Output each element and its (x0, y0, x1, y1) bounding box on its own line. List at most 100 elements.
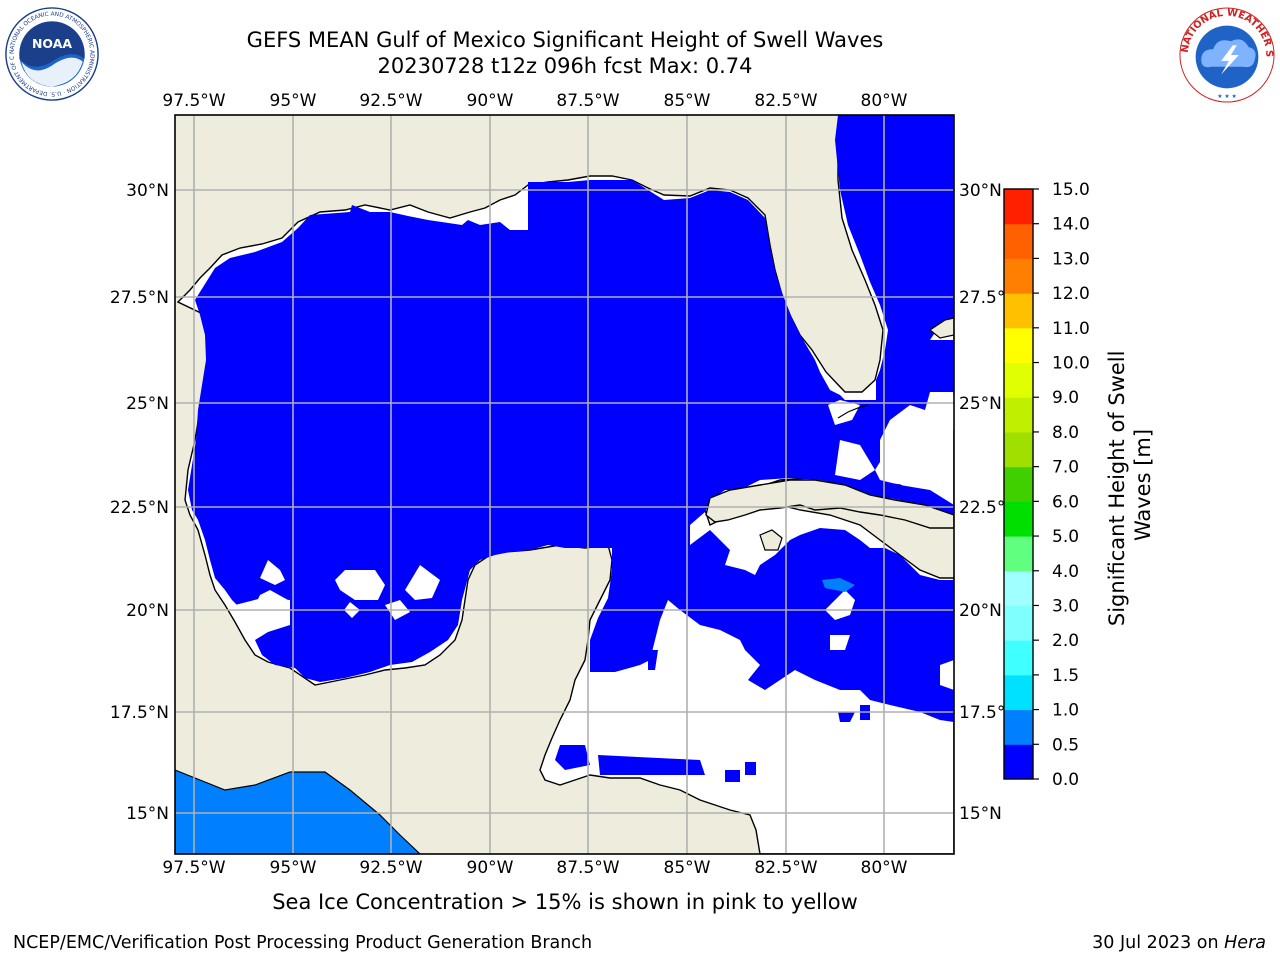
cuba-island (705, 479, 954, 529)
nws-logo-icon: NATIONAL WEATHER SERVICE ★ ★ ★ (1178, 6, 1275, 103)
colorbar-swatch (1004, 189, 1033, 225)
lon-label-bottom: 85°W (664, 858, 711, 878)
colorbar-swatch (1004, 431, 1033, 468)
colorbar-swatch (1004, 640, 1033, 676)
chart-title: GEFS MEAN Gulf of Mexico Significant Hei… (246, 28, 884, 52)
lon-label-bottom: 95°W (270, 858, 317, 878)
nodata-patch (405, 565, 440, 600)
colorbar-swatch (1004, 501, 1033, 537)
swell-patch-low (648, 650, 658, 670)
colorbar-label: Significant Height of Swell Waves [m] (1105, 344, 1155, 626)
colorbar-tick-label: 0.5 (1052, 735, 1079, 755)
swell-patch-low (758, 630, 775, 640)
colorbar-tick-label: 8.0 (1052, 423, 1079, 443)
colorbar-swatch (1004, 293, 1033, 329)
lon-label-top: 92.5°W (359, 91, 422, 111)
lon-label-top: 90°W (467, 91, 514, 111)
swell-patch-low (745, 762, 756, 775)
lat-label-left: 25°N (126, 394, 169, 414)
nodata-patch (825, 590, 855, 620)
colorbar-tick-label: 6.0 (1052, 492, 1079, 512)
lat-label-left: 30°N (126, 181, 169, 201)
colorbar-tick-label: 3.0 (1052, 596, 1079, 616)
lon-label-top: 85°W (664, 91, 711, 111)
swell-patch-low (598, 755, 705, 775)
colorbar-swatch (1004, 327, 1033, 364)
swell-field-low (188, 115, 954, 722)
noaa-logo-text: NOAA (32, 36, 72, 51)
lon-label-bottom: 90°W (467, 858, 514, 878)
lon-label-bottom: 97.5°W (162, 858, 225, 878)
nodata-patch (260, 560, 285, 585)
nodata-patch (830, 635, 850, 650)
colorbar-swatch (1004, 674, 1033, 711)
colorbar-tick-label: 10.0 (1052, 354, 1090, 374)
lon-label-bottom: 82.5°W (754, 858, 817, 878)
footer-date-text: 30 Jul 2023 on (1092, 933, 1225, 953)
swell-patch-low (838, 712, 855, 722)
lon-label-top: 82.5°W (754, 91, 817, 111)
lon-label-top: 80°W (861, 91, 908, 111)
colorbar-tick-label: 0.0 (1052, 770, 1079, 790)
svg-text:★ ★ ★: ★ ★ ★ (1217, 93, 1237, 100)
nodata-patch (335, 570, 385, 600)
footer-date: 30 Jul 2023 on Hera (1092, 933, 1266, 953)
footer-machine: Hera (1224, 933, 1266, 953)
lon-label-bottom: 87.5°W (556, 858, 619, 878)
nodata-patch (940, 660, 954, 690)
colorbar-swatch (1004, 466, 1033, 502)
colorbar-tick-label: 12.0 (1052, 284, 1090, 304)
lon-label-top: 87.5°W (556, 91, 619, 111)
colorbar-swatch (1004, 397, 1033, 433)
colorbar-tick-label: 2.0 (1052, 631, 1079, 651)
graticule (175, 115, 954, 854)
lat-label-left: 20°N (126, 601, 169, 621)
colorbar-tick-label: 11.0 (1052, 319, 1090, 339)
colorbar-swatch (1004, 605, 1033, 641)
footer-credit: NCEP/EMC/Verification Post Processing Pr… (13, 933, 593, 953)
lat-label-right: 25°N (959, 394, 1002, 414)
lat-label-right: 30°N (959, 181, 1002, 201)
colorbar-tick-label: 7.0 (1052, 458, 1079, 478)
colorbar-tick-label: 14.0 (1052, 215, 1090, 235)
swell-patch-mid (822, 578, 855, 592)
lon-label-bottom: 92.5°W (359, 858, 422, 878)
colorbar-label-line1: Significant Height of Swell (1105, 351, 1129, 627)
colorbar-swatch (1004, 258, 1033, 294)
colorbar-swatch (1004, 570, 1033, 606)
lon-label-top: 97.5°W (162, 91, 225, 111)
nodata-patch (828, 400, 860, 425)
sea-ice-caption: Sea Ice Concentration > 15% is shown in … (272, 890, 858, 914)
colorbar-tick-label: 15.0 (1052, 180, 1090, 200)
lat-label-left: 17.5°N (110, 703, 169, 723)
colorbar-swatch (1004, 709, 1033, 745)
lat-label-left: 15°N (126, 804, 169, 824)
isle-of-youth (759, 529, 783, 551)
bahamas (928, 317, 954, 339)
lat-label-right: 15°N (959, 804, 1002, 824)
colorbar-tick-label: 13.0 (1052, 249, 1090, 269)
colorbar-swatch (1004, 223, 1033, 259)
lat-label-left: 22.5°N (110, 498, 169, 518)
lon-label-bottom: 80°W (861, 858, 908, 878)
florida-keys (837, 404, 869, 419)
noaa-logo-icon: NOAA NATIONAL OCEANIC AND ATMOSPHERIC AD… (4, 6, 99, 101)
lat-label-right: 20°N (959, 601, 1002, 621)
colorbar-swatch (1004, 362, 1033, 398)
colorbar-tick-label: 9.0 (1052, 388, 1079, 408)
colorbar-tick-label: 4.0 (1052, 562, 1079, 582)
chart-subtitle: 20230728 t12z 096h fcst Max: 0.74 (377, 54, 753, 78)
colorbar-swatch (1004, 536, 1033, 572)
colorbar-label-line2: Waves [m] (1131, 429, 1155, 541)
map-area (175, 115, 954, 854)
pacific-water (175, 769, 421, 854)
colorbar-tick-label: 1.0 (1052, 701, 1079, 721)
swell-patch-low (725, 770, 740, 782)
lon-label-top: 95°W (270, 91, 317, 111)
colorbar-frame (1003, 188, 1034, 780)
map-frame (174, 114, 955, 855)
colorbar-tick-label: 1.5 (1052, 666, 1079, 686)
swell-patch-low (555, 745, 590, 770)
colorbar: 0.0 0.5 1.0 1.5 2.0 3.0 4.0 5.0 6.0 7.0 8.0 9.0 10.0… (1003, 180, 1090, 790)
